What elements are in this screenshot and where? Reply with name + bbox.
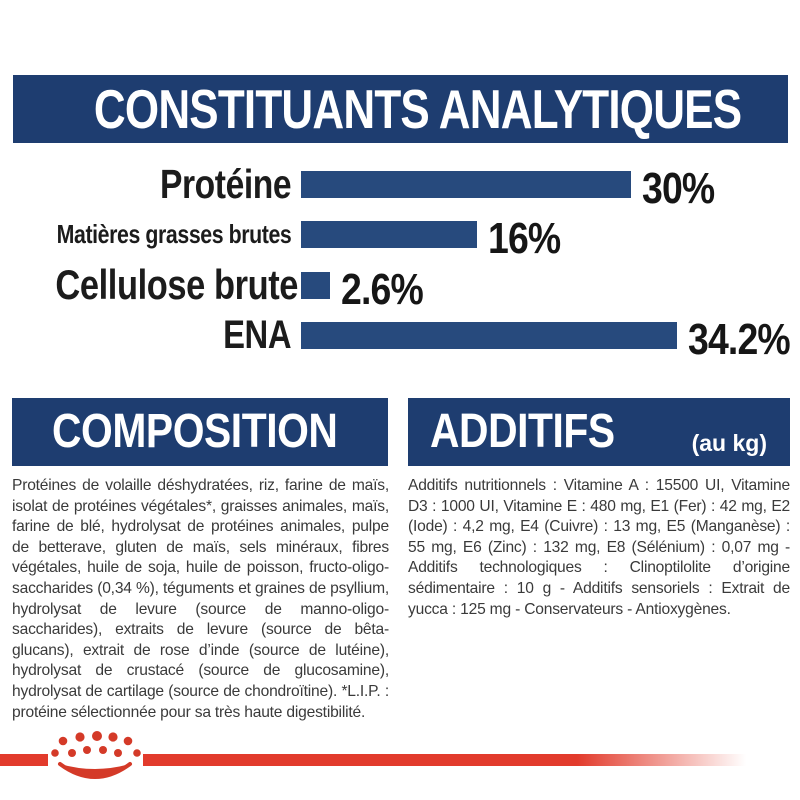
composition-text: Protéines de volaille déshydratées, riz,… (12, 477, 389, 721)
additives-header-band: ADDITIFS (au kg) (408, 398, 790, 466)
chart-value: 2.6% (340, 265, 424, 314)
additives-unit-note: (au kg) (691, 430, 767, 456)
chart-bar (301, 220, 477, 248)
chart-label: Cellulose brute (55, 261, 299, 308)
chart-row: Cellulose brute 2.6% (0, 261, 800, 314)
composition-header: COMPOSITION (52, 405, 338, 458)
royal-canin-crown-logo (51, 731, 141, 779)
additives-text: Additifs nutritionnels : Vitamine A : 15… (408, 477, 790, 618)
chart-value: 16% (488, 214, 561, 263)
page-title: CONSTITUANTS ANALYTIQUES (93, 78, 742, 140)
chart-bar (301, 321, 678, 349)
title-banner: CONSTITUANTS ANALYTIQUES (13, 75, 788, 143)
chart-value: 34.2% (688, 315, 791, 364)
chart-label: ENA (223, 312, 292, 357)
composition-header-band: COMPOSITION (12, 398, 388, 466)
chart-label: Matières grasses brutes (56, 218, 292, 249)
chart-row: Protéine 30% (0, 161, 800, 214)
chart-value: 30% (642, 164, 715, 213)
footer-accent-line-right (143, 754, 746, 766)
chart-row: Matières grasses brutes 16% (0, 214, 800, 263)
chart-bar (301, 271, 330, 299)
footer-accent-line-left (0, 754, 48, 766)
chart-bar (301, 170, 631, 198)
analytical-constituents-chart: Protéine 30% Matières grasses brutes 16%… (0, 160, 800, 365)
chart-label: Protéine (159, 160, 292, 207)
chart-row: ENA 34.2% (0, 313, 800, 365)
additives-header: ADDITIFS (430, 405, 615, 458)
